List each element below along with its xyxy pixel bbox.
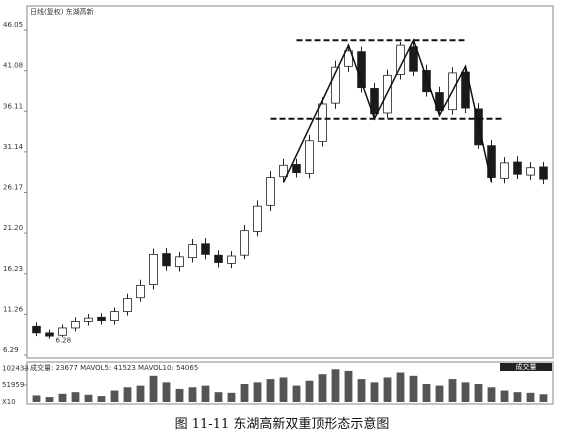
candle-body — [32, 325, 41, 334]
volume-label: 成交量: 23677 MAVOL5: 41523 MAVOL10: 54065 — [30, 363, 198, 372]
candle-body — [240, 230, 249, 256]
volume-bar — [279, 377, 288, 402]
volume-bar — [227, 392, 236, 402]
volume-bar — [266, 379, 275, 402]
candle-body — [435, 92, 444, 111]
volume-bar — [32, 395, 41, 402]
volume-bar — [188, 387, 197, 402]
volume-bar — [58, 393, 67, 402]
volume-bar — [461, 382, 470, 402]
volume-bar — [370, 382, 379, 402]
volume-bar — [318, 374, 327, 402]
volume-bar — [344, 370, 353, 402]
y-tick-label: 21.20 — [3, 224, 23, 232]
candle-body — [279, 164, 288, 178]
volume-bar — [175, 388, 184, 402]
volume-bar — [448, 379, 457, 402]
volume-bar — [500, 390, 509, 402]
volume-bar — [409, 375, 418, 402]
candle-body — [305, 140, 314, 174]
volume-bar — [71, 392, 80, 402]
volume-bar — [383, 377, 392, 402]
volume-bar — [422, 384, 431, 402]
candle-body — [292, 164, 301, 174]
volume-bar — [357, 379, 366, 402]
candle-body — [344, 50, 353, 67]
candle-body — [487, 145, 496, 178]
caption: 图 11-11 东湖高新双重顶形态示意图 — [175, 416, 390, 432]
volume-bar — [97, 396, 106, 402]
candle-body — [58, 327, 67, 336]
candle-body — [123, 298, 132, 312]
candle-body — [188, 244, 197, 259]
y-tick-label: 11.26 — [3, 305, 24, 313]
candle-body — [253, 205, 262, 232]
volume-bar — [136, 385, 145, 402]
volume-bar — [253, 382, 262, 402]
candle-body — [227, 255, 236, 264]
candle-body — [513, 161, 522, 175]
candle-body — [45, 332, 54, 337]
volume-bar — [435, 385, 444, 402]
volume-bar — [331, 369, 340, 402]
candle-body — [136, 285, 145, 299]
volume-bar — [292, 385, 301, 402]
volume-tick-label: 51959 — [2, 381, 24, 389]
volume-bar — [240, 384, 249, 402]
volume-bar — [396, 372, 405, 402]
volume-button-text[interactable]: 成交量 — [516, 362, 537, 371]
y-tick-label: 6.29 — [3, 346, 19, 354]
candle-body — [266, 177, 275, 206]
price-frame — [26, 5, 554, 359]
volume-bar — [45, 397, 54, 402]
candle-body — [71, 321, 80, 329]
candle-body — [162, 253, 171, 267]
y-tick-label: 41.08 — [3, 62, 23, 70]
y-tick-label: 31.14 — [3, 143, 24, 151]
volume-unit: X10 — [2, 398, 16, 406]
y-tick-label: 26.17 — [3, 184, 23, 192]
chart-title: 日线(复权) 东湖高新 — [30, 7, 94, 16]
candle-body — [370, 88, 379, 115]
candle-body — [97, 316, 106, 321]
volume-tick-label: 102433 — [2, 364, 29, 372]
volume-bar — [513, 392, 522, 402]
volume-bar — [110, 390, 119, 402]
volume-bar — [305, 380, 314, 402]
volume-bar — [526, 392, 535, 402]
volume-bar — [84, 394, 93, 402]
candle-body — [331, 66, 340, 104]
candle-body — [422, 70, 431, 93]
volume-bar — [214, 392, 223, 402]
y-tick-label: 46.05 — [3, 21, 23, 29]
low-annotation: 6.28 — [56, 337, 72, 345]
y-tick-label: 16.23 — [3, 265, 23, 273]
candle-body — [318, 103, 327, 142]
candle-body — [539, 166, 548, 180]
candle-body — [409, 46, 418, 72]
candle-body — [84, 317, 93, 322]
candle-body — [149, 253, 158, 286]
candle-body — [500, 162, 509, 179]
candle-body — [175, 256, 184, 268]
y-tick-label: 36.11 — [3, 102, 23, 110]
volume-bar — [149, 375, 158, 402]
volume-bar — [123, 387, 132, 402]
candle-body — [526, 167, 535, 176]
volume-bar — [474, 384, 483, 402]
candle-body — [110, 311, 119, 321]
volume-bar — [201, 385, 210, 402]
candle-body — [461, 71, 470, 109]
volume-button[interactable] — [500, 363, 552, 371]
candle-body — [201, 243, 210, 255]
volume-bar — [162, 382, 171, 402]
volume-bar — [487, 387, 496, 402]
candle-body — [214, 254, 223, 263]
volume-bar — [539, 394, 548, 402]
